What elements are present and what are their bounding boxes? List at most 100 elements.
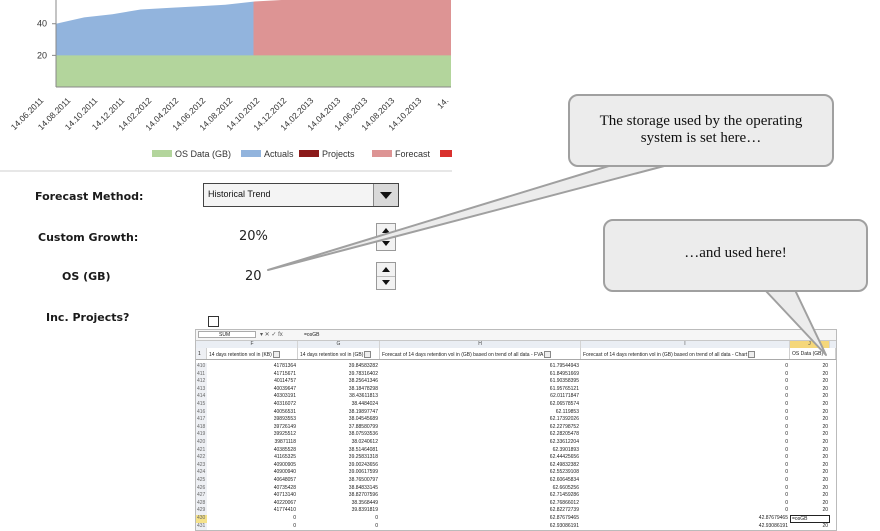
table-cell[interactable]: 20 bbox=[822, 446, 828, 453]
filter-icon[interactable] bbox=[364, 351, 372, 358]
table-cell[interactable]: 62.119853 bbox=[555, 408, 579, 415]
table-cell[interactable]: 62.3901893 bbox=[552, 446, 579, 453]
table-cell[interactable]: 38.18478298 bbox=[348, 385, 378, 392]
column-letter[interactable]: G bbox=[298, 341, 380, 348]
table-cell[interactable]: 40385528 bbox=[273, 446, 296, 453]
table-cell[interactable]: 42.93086191 bbox=[758, 522, 788, 529]
table-cell[interactable]: 20 bbox=[822, 484, 828, 491]
table-cell[interactable]: 20 bbox=[822, 385, 828, 392]
table-cell[interactable]: 38.82707596 bbox=[348, 492, 378, 499]
column-letter[interactable]: H bbox=[380, 341, 581, 348]
table-cell[interactable]: 62.82272739 bbox=[549, 507, 579, 514]
table-cell[interactable]: 20 bbox=[822, 461, 828, 468]
table-cell[interactable]: 20 bbox=[822, 401, 828, 407]
table-cell[interactable]: 62.28205478 bbox=[549, 431, 579, 438]
table-cell[interactable]: 41165325 bbox=[274, 454, 296, 461]
table-cell[interactable]: 0 bbox=[785, 401, 788, 407]
table-cell[interactable]: 20 bbox=[822, 439, 828, 445]
spin-down-arrow-icon[interactable] bbox=[377, 276, 395, 289]
table-cell[interactable]: 20 bbox=[822, 416, 828, 423]
table-cell[interactable]: 0 bbox=[293, 515, 296, 521]
table-cell[interactable]: 62.71459286 bbox=[549, 492, 579, 499]
table-cell[interactable]: 40900905 bbox=[273, 461, 296, 468]
table-cell[interactable]: 38.04545689 bbox=[348, 416, 378, 423]
table-cell[interactable]: =osGB bbox=[790, 515, 830, 523]
table-cell[interactable]: 20 bbox=[822, 507, 828, 514]
table-cell[interactable]: 39893553 bbox=[273, 416, 296, 423]
table-cell[interactable]: 40900940 bbox=[273, 469, 296, 476]
table-cell[interactable]: 0 bbox=[785, 446, 788, 453]
table-cell[interactable]: 62.44425656 bbox=[549, 454, 579, 461]
table-cell[interactable]: 0 bbox=[785, 454, 788, 461]
table-cell[interactable]: 39925512 bbox=[273, 431, 296, 438]
forecast-method-select[interactable]: Historical Trend bbox=[203, 183, 399, 207]
table-cell[interactable]: 0 bbox=[785, 408, 788, 415]
table-cell[interactable]: 0 bbox=[375, 515, 378, 521]
table-cell[interactable]: 20 bbox=[822, 378, 828, 385]
table-cell[interactable]: 40316072 bbox=[273, 401, 296, 407]
table-cell[interactable]: 39.25831318 bbox=[348, 454, 378, 461]
table-cell[interactable]: 0 bbox=[375, 522, 378, 529]
spin-down-arrow-icon[interactable] bbox=[377, 237, 395, 250]
table-cell[interactable]: 37.88580799 bbox=[348, 423, 378, 430]
table-cell[interactable]: 0 bbox=[785, 416, 788, 423]
table-cell[interactable]: 40114757 bbox=[274, 378, 296, 385]
table-cell[interactable]: 0 bbox=[293, 522, 296, 529]
table-cell[interactable]: 40648057 bbox=[273, 477, 296, 483]
table-cell[interactable]: 20 bbox=[822, 469, 828, 476]
table-cell[interactable]: 40056531 bbox=[273, 408, 296, 415]
table-cell[interactable]: 20 bbox=[822, 363, 828, 369]
table-cell[interactable]: 38.76500797 bbox=[348, 477, 378, 483]
table-cell[interactable]: 20 bbox=[822, 370, 828, 377]
table-cell[interactable]: 62.49832382 bbox=[549, 461, 579, 468]
table-cell[interactable]: 38.84833145 bbox=[348, 484, 378, 491]
table-cell[interactable]: 39.84583282 bbox=[348, 363, 378, 369]
table-cell[interactable]: 0 bbox=[785, 431, 788, 438]
table-cell[interactable]: 42.87679465 bbox=[758, 515, 788, 521]
table-cell[interactable]: 62.17392026 bbox=[549, 416, 579, 423]
filter-icon[interactable] bbox=[272, 351, 280, 358]
table-cell[interactable]: 61.95765121 bbox=[549, 385, 579, 392]
table-cell[interactable]: 20 bbox=[822, 492, 828, 499]
table-cell[interactable]: 38.3568449 bbox=[351, 499, 378, 506]
table-cell[interactable]: 62.93086191 bbox=[549, 522, 579, 529]
inc-projects-checkbox[interactable] bbox=[208, 316, 219, 327]
table-cell[interactable]: 62.06578574 bbox=[549, 401, 579, 407]
table-cell[interactable]: 62.76866012 bbox=[549, 499, 579, 506]
table-cell[interactable]: 39.8391819 bbox=[351, 507, 378, 514]
table-cell[interactable]: 20 bbox=[822, 431, 828, 438]
table-cell[interactable]: 62.60645834 bbox=[549, 477, 579, 483]
spin-up-arrow-icon[interactable] bbox=[377, 263, 395, 277]
table-cell[interactable]: 39726149 bbox=[273, 423, 296, 430]
table-cell[interactable]: 0 bbox=[785, 492, 788, 499]
table-cell[interactable]: 38.25641346 bbox=[348, 378, 378, 385]
formula-fx-icon[interactable]: ▾ ✕ ✓ fx bbox=[260, 332, 283, 338]
filter-icon[interactable] bbox=[544, 351, 552, 358]
table-cell[interactable]: 0 bbox=[785, 393, 788, 400]
table-cell[interactable]: 0 bbox=[785, 385, 788, 392]
table-cell[interactable]: 20 bbox=[822, 477, 828, 483]
table-cell[interactable]: 20 bbox=[822, 522, 828, 529]
table-cell[interactable]: 0 bbox=[785, 439, 788, 445]
table-cell[interactable]: 61.84951669 bbox=[549, 370, 579, 377]
table-cell[interactable]: 0 bbox=[785, 363, 788, 369]
table-cell[interactable]: 40220067 bbox=[273, 499, 296, 506]
table-cell[interactable]: 62.33612204 bbox=[549, 439, 579, 445]
table-cell[interactable]: 20 bbox=[822, 499, 828, 506]
table-cell[interactable]: 38.51464081 bbox=[348, 446, 378, 453]
table-cell[interactable]: 40303191 bbox=[273, 393, 296, 400]
column-letter[interactable]: J bbox=[790, 341, 830, 348]
table-cell[interactable]: 39.00617599 bbox=[348, 469, 378, 476]
column-letter[interactable]: I bbox=[581, 341, 790, 348]
table-cell[interactable]: 0 bbox=[785, 370, 788, 377]
dropdown-arrow-icon[interactable] bbox=[373, 184, 398, 206]
table-cell[interactable]: 41774410 bbox=[273, 507, 296, 514]
table-cell[interactable]: 0 bbox=[785, 461, 788, 468]
table-cell[interactable]: 0 bbox=[785, 423, 788, 430]
table-cell[interactable]: 20 bbox=[822, 423, 828, 430]
table-cell[interactable]: 41715671 bbox=[273, 370, 296, 377]
formula-input[interactable]: =osGB bbox=[304, 332, 320, 338]
name-box[interactable]: SUM bbox=[198, 331, 256, 338]
table-cell[interactable]: 62.01171847 bbox=[550, 393, 579, 400]
table-cell[interactable]: 40735428 bbox=[273, 484, 296, 491]
